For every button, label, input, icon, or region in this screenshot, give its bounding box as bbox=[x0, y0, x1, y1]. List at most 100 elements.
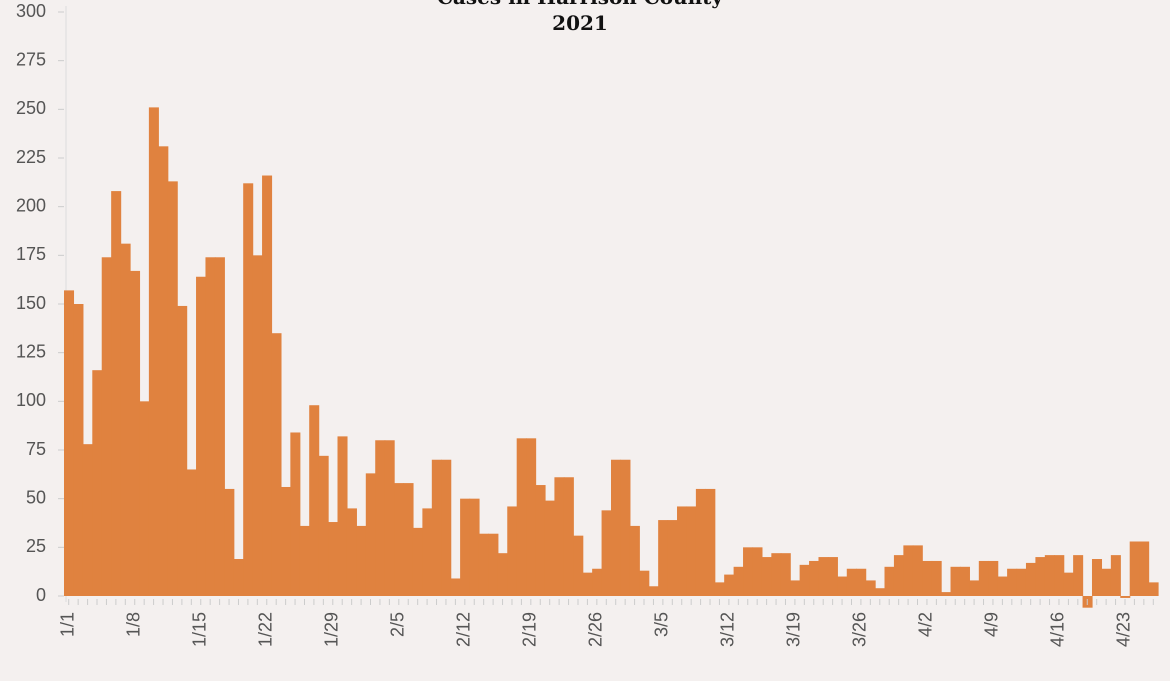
bar bbox=[346, 508, 357, 596]
bar bbox=[64, 290, 75, 596]
bar bbox=[1007, 568, 1018, 596]
bar bbox=[856, 568, 867, 596]
bar bbox=[328, 522, 339, 596]
bar bbox=[507, 506, 518, 596]
bar bbox=[611, 459, 622, 596]
x-tick-label: 4/9 bbox=[982, 612, 1002, 637]
bar bbox=[205, 257, 216, 596]
bar bbox=[846, 568, 857, 596]
x-tick-label: 2/12 bbox=[454, 612, 474, 647]
bar bbox=[648, 586, 659, 596]
bar bbox=[686, 506, 697, 596]
bar bbox=[639, 570, 650, 596]
bar bbox=[912, 545, 923, 596]
bar bbox=[233, 559, 244, 596]
bar bbox=[384, 440, 395, 596]
bar bbox=[177, 305, 188, 596]
bar bbox=[516, 438, 527, 596]
bar bbox=[771, 553, 782, 596]
bar bbox=[761, 557, 772, 596]
bar bbox=[705, 488, 716, 596]
bar bbox=[526, 438, 537, 596]
bar bbox=[422, 508, 433, 596]
bar bbox=[959, 566, 970, 596]
x-tick-label: 1/22 bbox=[256, 612, 276, 647]
bar bbox=[997, 576, 1008, 596]
bar bbox=[554, 477, 565, 596]
bar bbox=[743, 547, 754, 596]
bar bbox=[922, 560, 933, 596]
bar bbox=[818, 557, 829, 596]
bar bbox=[450, 578, 461, 596]
bar bbox=[563, 477, 574, 596]
y-tick-label: 50 bbox=[26, 487, 46, 507]
y-tick-label: 200 bbox=[16, 195, 46, 215]
bar bbox=[875, 588, 886, 596]
bar bbox=[592, 568, 603, 596]
bar bbox=[988, 560, 999, 596]
x-tick-label: 3/5 bbox=[652, 612, 672, 637]
bar bbox=[724, 574, 735, 596]
bar bbox=[809, 560, 820, 596]
bar bbox=[601, 510, 612, 596]
x-tick-label: 2/26 bbox=[586, 612, 606, 647]
bar bbox=[837, 576, 848, 596]
x-tick-label: 4/23 bbox=[1114, 612, 1134, 647]
bar bbox=[827, 557, 838, 596]
bar bbox=[375, 440, 386, 596]
bar bbox=[243, 183, 254, 596]
bar bbox=[658, 520, 669, 596]
bar bbox=[431, 459, 442, 596]
bar bbox=[1054, 555, 1065, 596]
bar bbox=[1139, 541, 1150, 596]
bar bbox=[695, 488, 706, 596]
bar bbox=[92, 370, 103, 596]
bar bbox=[309, 405, 320, 596]
y-tick-label: 250 bbox=[16, 98, 46, 118]
bar bbox=[714, 582, 725, 596]
bar bbox=[620, 459, 631, 596]
bar bbox=[790, 580, 801, 596]
bar bbox=[582, 572, 593, 596]
bar bbox=[252, 255, 263, 597]
bar bbox=[1110, 555, 1121, 596]
x-tick-label: 3/12 bbox=[718, 612, 738, 647]
y-tick-label: 125 bbox=[16, 341, 46, 361]
bar bbox=[148, 107, 159, 597]
bar bbox=[544, 500, 556, 596]
bar bbox=[139, 401, 150, 596]
bar bbox=[1120, 596, 1131, 598]
bar bbox=[214, 257, 225, 596]
bar bbox=[931, 560, 942, 596]
bar bbox=[403, 483, 414, 596]
bar bbox=[629, 525, 640, 596]
bar bbox=[950, 566, 961, 596]
y-tick-label: 25 bbox=[26, 536, 46, 556]
bar bbox=[130, 270, 141, 596]
x-tick-label: 2/19 bbox=[520, 612, 540, 647]
bar bbox=[1101, 568, 1112, 596]
x-tick-label: 3/19 bbox=[784, 612, 804, 647]
bar bbox=[271, 333, 282, 596]
bar bbox=[290, 432, 301, 596]
bar bbox=[573, 535, 584, 596]
x-tick-label: 2/5 bbox=[388, 612, 408, 637]
x-tick-label: 1/1 bbox=[57, 612, 77, 637]
bar bbox=[865, 580, 876, 596]
bar bbox=[469, 498, 480, 596]
y-tick-label: 150 bbox=[16, 293, 46, 313]
bar bbox=[337, 436, 348, 596]
bar bbox=[903, 545, 914, 596]
bar bbox=[158, 146, 169, 596]
bar bbox=[1025, 562, 1036, 596]
bar bbox=[224, 488, 235, 596]
bar bbox=[111, 191, 122, 597]
bar bbox=[82, 444, 93, 596]
bar bbox=[299, 525, 310, 596]
bar bbox=[535, 485, 546, 596]
bar bbox=[441, 459, 452, 596]
bar bbox=[733, 566, 744, 596]
bar bbox=[262, 175, 273, 596]
y-tick-label: 175 bbox=[16, 244, 46, 264]
bar bbox=[1063, 572, 1074, 596]
